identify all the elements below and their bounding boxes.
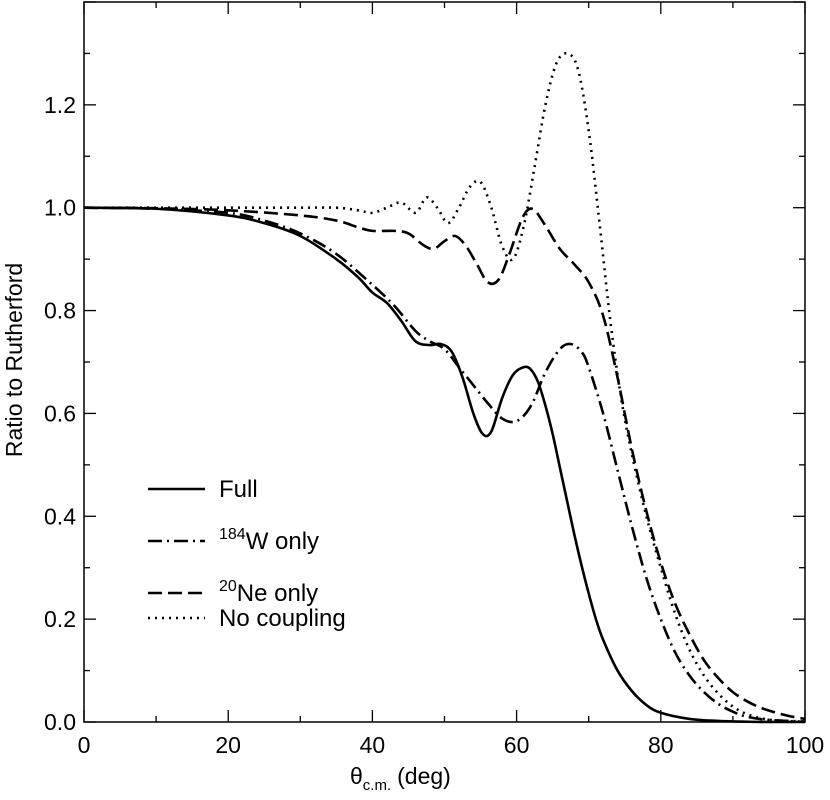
x-axis-theta-symbol: θ (350, 763, 363, 789)
x-axis-title: θc.m. (deg) (350, 763, 451, 794)
legend-main-text: Ne only (237, 580, 318, 607)
series-line-184w-only (83, 206, 806, 723)
y-tick-label: 0.2 (44, 606, 76, 632)
legend-label: 20Ne only (219, 578, 318, 607)
series-line-full (83, 206, 806, 724)
plot-frame (83, 1, 806, 723)
legend-superscript: 184 (219, 526, 246, 543)
x-tick-label: 0 (78, 732, 91, 758)
y-tick-label: 0.8 (44, 298, 76, 324)
y-tick-label: 0.0 (44, 709, 76, 735)
legend-label: 184W only (219, 526, 319, 555)
legend-main-text: W only (246, 528, 319, 555)
x-axis-unit: (deg) (397, 763, 451, 789)
legend-label: Full (219, 476, 258, 503)
series-line-20ne-only (83, 206, 806, 721)
x-tick-label: 40 (360, 732, 386, 758)
data-series (83, 51, 806, 724)
x-tick-label: 100 (786, 732, 824, 758)
legend-label: No coupling (219, 605, 346, 632)
y-tick-label: 1.0 (44, 195, 76, 221)
x-tick-label: 60 (504, 732, 530, 758)
y-tick-label: 1.2 (44, 92, 76, 118)
y-axis-title: Ratio to Rutherford (1, 263, 27, 457)
x-axis-subscript: c.m. (363, 777, 391, 794)
y-tick-label: 0.6 (44, 400, 76, 426)
x-tick-label: 80 (648, 732, 674, 758)
series-line-no-coupling (84, 51, 806, 724)
axis-tick-labels: 0 20 40 60 80 100 0.0 0.2 0.4 0.6 0.8 1.0 1.2 (44, 92, 824, 758)
y-tick-label: 0.4 (44, 503, 76, 529)
x-tick-label: 20 (215, 732, 241, 758)
legend-superscript: 20 (219, 578, 237, 595)
